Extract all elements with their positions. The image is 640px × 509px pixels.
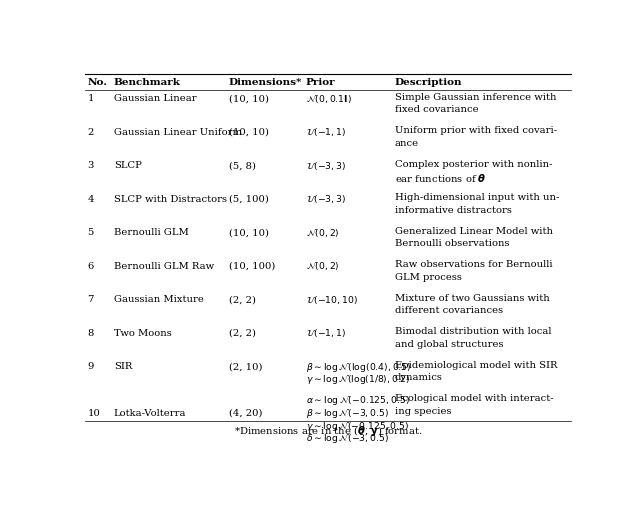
- Text: 10: 10: [88, 408, 100, 417]
- Text: Description: Description: [395, 78, 463, 87]
- Text: (4, 20): (4, 20): [229, 408, 262, 417]
- Text: ear functions of $\boldsymbol{\theta}$: ear functions of $\boldsymbol{\theta}$: [395, 172, 486, 184]
- Text: SLCP: SLCP: [114, 161, 141, 170]
- Text: Raw observations for Bernoulli: Raw observations for Bernoulli: [395, 260, 552, 269]
- Text: Generalized Linear Model with: Generalized Linear Model with: [395, 226, 553, 235]
- Text: Benchmark: Benchmark: [114, 78, 180, 87]
- Text: $\beta \sim \log\mathcal{N}(\log(0.4), 0.5)$: $\beta \sim \log\mathcal{N}(\log(0.4), 0…: [306, 360, 412, 373]
- Text: $\mathcal{N}(0, 0.1\mathbf{I})$: $\mathcal{N}(0, 0.1\mathbf{I})$: [306, 93, 351, 104]
- Text: 2: 2: [88, 128, 94, 137]
- Text: $\mathcal{U}(-1, 1)$: $\mathcal{U}(-1, 1)$: [306, 326, 346, 338]
- Text: 9: 9: [88, 362, 94, 371]
- Text: (10, 10): (10, 10): [229, 228, 269, 237]
- Text: (5, 100): (5, 100): [229, 194, 269, 204]
- Text: Complex posterior with nonlin-: Complex posterior with nonlin-: [395, 159, 552, 168]
- Text: Ecological model with interact-: Ecological model with interact-: [395, 393, 554, 402]
- Text: dynamics: dynamics: [395, 373, 443, 382]
- Text: $\mathcal{N}(0, 2)$: $\mathcal{N}(0, 2)$: [306, 260, 339, 272]
- Text: SLCP with Distractors: SLCP with Distractors: [114, 194, 227, 204]
- Text: Bernoulli GLM: Bernoulli GLM: [114, 228, 188, 237]
- Text: 3: 3: [88, 161, 94, 170]
- Text: 4: 4: [88, 194, 94, 204]
- Text: Two Moons: Two Moons: [114, 328, 172, 337]
- Text: $\mathcal{U}(-10, 10)$: $\mathcal{U}(-10, 10)$: [306, 293, 358, 305]
- Text: GLM process: GLM process: [395, 272, 462, 281]
- Text: Bimodal distribution with local: Bimodal distribution with local: [395, 326, 552, 335]
- Text: SIR: SIR: [114, 362, 132, 371]
- Text: (2, 2): (2, 2): [229, 328, 256, 337]
- Text: Dimensions*: Dimensions*: [229, 78, 302, 87]
- Text: (10, 10): (10, 10): [229, 94, 269, 103]
- Text: Mixture of two Gaussians with: Mixture of two Gaussians with: [395, 293, 550, 302]
- Text: High-dimensional input with un-: High-dimensional input with un-: [395, 193, 559, 202]
- Text: fixed covariance: fixed covariance: [395, 105, 479, 114]
- Text: different covariances: different covariances: [395, 306, 503, 315]
- Text: Bernoulli GLM Raw: Bernoulli GLM Raw: [114, 262, 214, 270]
- Text: 1: 1: [88, 94, 94, 103]
- Text: Gaussian Linear Uniform: Gaussian Linear Uniform: [114, 128, 242, 137]
- Text: $\mathcal{U}(-3, 3)$: $\mathcal{U}(-3, 3)$: [306, 159, 346, 171]
- Text: Simple Gaussian inference with: Simple Gaussian inference with: [395, 93, 556, 101]
- Text: 6: 6: [88, 262, 93, 270]
- Text: Gaussian Mixture: Gaussian Mixture: [114, 295, 204, 304]
- Text: Uniform prior with fixed covari-: Uniform prior with fixed covari-: [395, 126, 557, 135]
- Text: Epidemiological model with SIR: Epidemiological model with SIR: [395, 360, 557, 369]
- Text: $\gamma \sim \log\mathcal{N}(\log(1/8), 0.2)$: $\gamma \sim \log\mathcal{N}(\log(1/8), …: [306, 373, 410, 386]
- Text: $\mathcal{N}(0, 2)$: $\mathcal{N}(0, 2)$: [306, 226, 339, 238]
- Text: $\alpha \sim \log\mathcal{N}(-0.125, 0.5)$: $\alpha \sim \log\mathcal{N}(-0.125, 0.5…: [306, 393, 410, 406]
- Text: (10, 100): (10, 100): [229, 262, 275, 270]
- Text: *Dimensions are in the ($\boldsymbol{\theta}$, $\mathbf{y}$) format.: *Dimensions are in the ($\boldsymbol{\th…: [234, 423, 422, 437]
- Text: (2, 2): (2, 2): [229, 295, 256, 304]
- Text: $\mathcal{U}(-3, 3)$: $\mathcal{U}(-3, 3)$: [306, 193, 346, 205]
- Text: (5, 8): (5, 8): [229, 161, 256, 170]
- Text: Lotka-Volterra: Lotka-Volterra: [114, 408, 186, 417]
- Text: 7: 7: [88, 295, 94, 304]
- Text: and global structures: and global structures: [395, 339, 504, 348]
- Text: $\delta \sim \log\mathcal{N}(-3, 0.5)$: $\delta \sim \log\mathcal{N}(-3, 0.5)$: [306, 432, 388, 444]
- Text: ing species: ing species: [395, 406, 451, 415]
- Text: $\beta \sim \log\mathcal{N}(-3, 0.5)$: $\beta \sim \log\mathcal{N}(-3, 0.5)$: [306, 406, 389, 419]
- Text: 5: 5: [88, 228, 94, 237]
- Text: Gaussian Linear: Gaussian Linear: [114, 94, 196, 103]
- Text: (2, 10): (2, 10): [229, 362, 262, 371]
- Text: No.: No.: [88, 78, 108, 87]
- Text: Prior: Prior: [306, 78, 335, 87]
- Text: $\gamma \sim \log\mathcal{N}(-0.125, 0.5)$: $\gamma \sim \log\mathcal{N}(-0.125, 0.5…: [306, 419, 409, 432]
- Text: 8: 8: [88, 328, 94, 337]
- Text: ance: ance: [395, 138, 419, 148]
- Text: $\mathcal{U}(-1, 1)$: $\mathcal{U}(-1, 1)$: [306, 126, 346, 138]
- Text: Bernoulli observations: Bernoulli observations: [395, 239, 509, 248]
- Text: (10, 10): (10, 10): [229, 128, 269, 137]
- Text: informative distractors: informative distractors: [395, 206, 512, 214]
